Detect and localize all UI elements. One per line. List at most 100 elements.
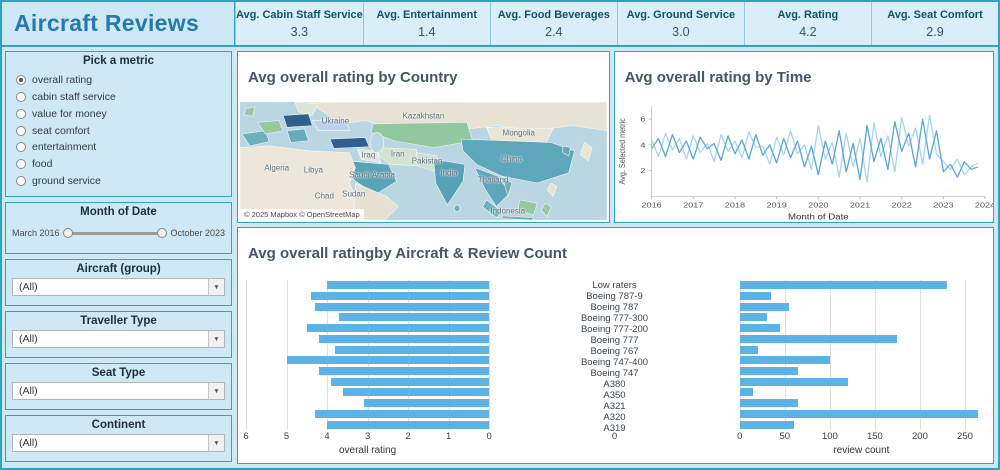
- dashboard-body: Pick a metric overall ratingcabin staff …: [2, 47, 998, 468]
- time-chart-svg[interactable]: 246201620172018201920202021202220232024M…: [615, 101, 993, 222]
- filter-dropdown-seat-type[interactable]: (All)▼: [12, 382, 225, 400]
- metric-option-seat-comfort[interactable]: seat comfort: [16, 125, 221, 137]
- bar-review-count-boeing-787-9[interactable]: [740, 292, 772, 300]
- time-chart-title: Avg overall rating by Time: [615, 64, 993, 88]
- aircraft-label-boeing-777-200[interactable]: Boeing 777-200: [489, 324, 740, 335]
- map-panel: Avg overall rating by Country: [237, 51, 610, 223]
- chevron-down-icon[interactable]: ▼: [208, 279, 224, 295]
- filter-box-traveller-type: Traveller Type(All)▼: [5, 311, 232, 358]
- aircraft-label-boeing-747-400[interactable]: Boeing 747-400: [489, 357, 740, 368]
- date-range-slider[interactable]: [65, 232, 166, 235]
- review-count-bar-row: [740, 419, 983, 430]
- main-area: Avg overall rating by Country: [235, 47, 998, 468]
- metric-option-overall-rating[interactable]: overall rating: [16, 74, 221, 86]
- kpi-value: 3.0: [672, 25, 689, 39]
- aircraft-label-boeing-747[interactable]: Boeing 747: [489, 368, 740, 379]
- bar-review-count-boeing-777-300[interactable]: [740, 313, 767, 321]
- filter-dropdown-traveller-type[interactable]: (All)▼: [12, 330, 225, 348]
- review-count-axis-tick: 0: [737, 431, 742, 442]
- bar-review-count-boeing-747[interactable]: [740, 367, 799, 375]
- chevron-down-icon[interactable]: ▼: [208, 331, 224, 347]
- bar-review-count-a321[interactable]: [740, 399, 799, 407]
- radio-icon: [16, 75, 26, 85]
- bar-review-count-boeing-787[interactable]: [740, 303, 790, 311]
- filter-dropdown-aircraft-group[interactable]: (All)▼: [12, 278, 225, 296]
- map-label-iraq: Iraq: [361, 151, 375, 160]
- bar-overall-rating-a320[interactable]: [315, 410, 489, 418]
- bar-overall-rating-boeing-777-300[interactable]: [339, 313, 489, 321]
- bar-review-count-a350[interactable]: [740, 388, 754, 396]
- bar-overall-rating-boeing-787-9[interactable]: [311, 292, 489, 300]
- rating-bar-row: [246, 344, 489, 355]
- bar-overall-rating-a380[interactable]: [331, 378, 489, 386]
- bar-overall-rating-low-raters[interactable]: [327, 281, 489, 289]
- bar-overall-rating-boeing-767[interactable]: [335, 346, 489, 354]
- metric-option-value-for-money[interactable]: value for money: [16, 108, 221, 120]
- aircraft-label-low-raters[interactable]: Low raters: [489, 280, 740, 291]
- time-panel: Avg overall rating by Time 2462016201720…: [614, 51, 994, 223]
- bar-overall-rating-boeing-777[interactable]: [319, 335, 489, 343]
- time-series-line-light[interactable]: [651, 115, 978, 182]
- time-chart[interactable]: 246201620172018201920202021202220232024M…: [615, 101, 993, 222]
- kpi-label: Avg. Entertainment: [377, 9, 477, 21]
- review-count-axis-tick: 100: [822, 431, 838, 442]
- metric-option-food[interactable]: food: [16, 158, 221, 170]
- aircraft-label-a380[interactable]: A380: [489, 379, 740, 390]
- review-count-bar-row: [740, 355, 983, 366]
- rating-bars-column: [246, 280, 489, 430]
- radio-icon: [16, 92, 26, 102]
- bar-review-count-boeing-767[interactable]: [740, 346, 758, 354]
- chevron-down-icon[interactable]: ▼: [208, 383, 224, 399]
- kpi-value: 2.4: [545, 25, 562, 39]
- bar-review-count-boeing-747-400[interactable]: [740, 356, 830, 364]
- slider-max-label: October 2023: [170, 228, 225, 238]
- x-tick-label: 2019: [766, 200, 787, 209]
- review-count-axis-tick: 50: [780, 431, 791, 442]
- aircraft-label-a321[interactable]: A321: [489, 401, 740, 412]
- map-title: Avg overall rating by Country: [238, 64, 609, 88]
- bar-overall-rating-boeing-747-400[interactable]: [287, 356, 490, 364]
- metric-option-ground-service[interactable]: ground service: [16, 175, 221, 187]
- bar-review-count-a380[interactable]: [740, 378, 848, 386]
- bar-review-count-a319[interactable]: [740, 421, 794, 429]
- aircraft-chart-title: Avg overall ratingby Aircraft & Review C…: [238, 240, 993, 264]
- bar-overall-rating-a319[interactable]: [327, 421, 489, 429]
- metric-option-entertainment[interactable]: entertainment: [16, 141, 221, 153]
- aircraft-label-boeing-777[interactable]: Boeing 777: [489, 335, 740, 346]
- map-label-algeria: Algeria: [264, 164, 289, 173]
- world-map[interactable]: UkraineKazakhstanMongoliaChinaIraqIranAl…: [240, 102, 607, 220]
- aircraft-label-boeing-787-9[interactable]: Boeing 787-9: [489, 291, 740, 302]
- x-tick-label: 2020: [808, 200, 829, 209]
- metric-option-cabin-staff-service[interactable]: cabin staff service: [16, 91, 221, 103]
- aircraft-label-boeing-777-300[interactable]: Boeing 777-300: [489, 313, 740, 324]
- map-label-iran: Iran: [391, 149, 405, 158]
- x-tick-label: 2023: [933, 200, 954, 209]
- rating-bar-row: [246, 323, 489, 334]
- map-label-china: China: [501, 154, 522, 163]
- slider-handle-right[interactable]: [157, 228, 167, 238]
- rating-bar-row: [246, 301, 489, 312]
- slider-handle-left[interactable]: [63, 228, 73, 238]
- bar-overall-rating-a350[interactable]: [343, 388, 489, 396]
- radio-icon: [16, 176, 26, 186]
- chevron-down-icon[interactable]: ▼: [208, 435, 224, 451]
- bar-overall-rating-a321[interactable]: [364, 399, 490, 407]
- bar-review-count-boeing-777[interactable]: [740, 335, 898, 343]
- map-label-kazakhstan: Kazakhstan: [402, 112, 444, 121]
- y-tick-label: 6: [640, 114, 645, 123]
- bar-overall-rating-boeing-777-200[interactable]: [307, 324, 489, 332]
- aircraft-label-boeing-787[interactable]: Boeing 787: [489, 302, 740, 313]
- bar-review-count-boeing-777-200[interactable]: [740, 324, 781, 332]
- kpi-label: Avg. Food Beverages: [498, 9, 610, 21]
- bar-overall-rating-boeing-787[interactable]: [315, 303, 489, 311]
- bar-review-count-a320[interactable]: [740, 410, 979, 418]
- rating-bar-row: [246, 409, 489, 420]
- kpi-value: 2.9: [926, 25, 943, 39]
- aircraft-label-a350[interactable]: A350: [489, 390, 740, 401]
- rating-bar-row: [246, 333, 489, 344]
- aircraft-label-boeing-767[interactable]: Boeing 767: [489, 346, 740, 357]
- bar-overall-rating-boeing-747[interactable]: [319, 367, 489, 375]
- aircraft-label-a320[interactable]: A320: [489, 412, 740, 423]
- bar-review-count-low-raters[interactable]: [740, 281, 947, 289]
- filter-dropdown-continent[interactable]: (All)▼: [12, 434, 225, 452]
